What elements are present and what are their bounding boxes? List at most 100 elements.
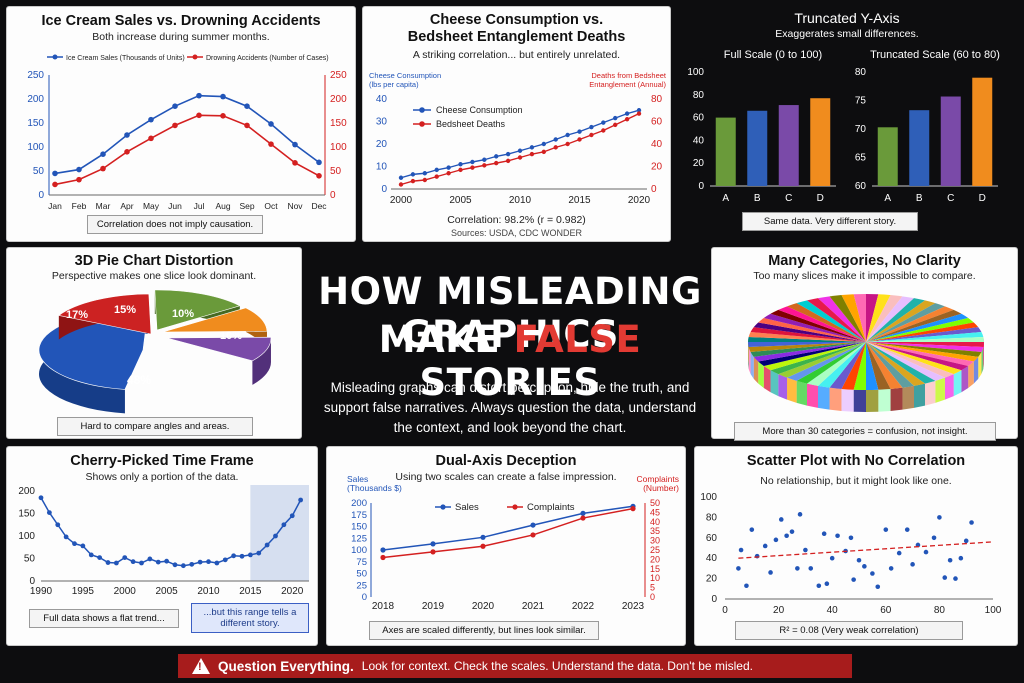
cheese-point: [553, 137, 558, 142]
icecream-point: [124, 149, 130, 155]
many-slice-side: [925, 380, 936, 406]
many-slice: [778, 306, 866, 342]
truncated-full-ytick-label: 60: [693, 113, 705, 124]
scatter-point: [937, 515, 942, 520]
many-slice-side: [841, 388, 854, 412]
pie3d-subtitle: Perspective makes one slice look dominan…: [51, 270, 257, 282]
cheese-y2label: Deaths from Bedsheet: [591, 71, 667, 80]
scatter-point: [931, 535, 937, 541]
dual-xtick-label: 2020: [472, 601, 495, 609]
dual-title: Dual-Axis Deception: [435, 453, 577, 469]
many-slice-side: [981, 347, 984, 374]
dual-chart: Sales(Thousands $)Complaints(Number)0255…: [347, 474, 679, 609]
many-slice: [866, 322, 979, 342]
truncated-cut-ytick-label: 70: [855, 124, 867, 135]
cheese-legend-marker: [419, 121, 425, 127]
scatter-point: [904, 527, 910, 532]
cherry-xtick-label: 1990: [30, 586, 53, 596]
cheese-point: [541, 149, 546, 155]
many-slice: [763, 342, 866, 371]
dual-xtick-label: 2022: [572, 601, 595, 609]
cheese-point: [589, 124, 594, 130]
pie3d-slice-label: 10%: [220, 330, 242, 342]
scatter-point: [953, 576, 958, 581]
cheese-point: [410, 178, 416, 184]
many-slice: [866, 294, 879, 342]
many-slice: [866, 342, 925, 386]
cherry-point: [289, 513, 295, 519]
many-slice: [866, 327, 982, 342]
scatter-title: Scatter Plot with No Correlation: [746, 453, 966, 469]
dual-point: [380, 554, 386, 561]
icecream-point: [52, 170, 58, 177]
cherry-subtitle: Shows only a portion of the data.: [85, 471, 239, 483]
footer-text: Look for context. Check the scales. Unde…: [361, 659, 753, 673]
cherry-point: [214, 560, 220, 566]
icecream-xtick-label: Mar: [96, 201, 111, 211]
scatter-point: [784, 533, 789, 539]
many-slice: [770, 342, 866, 375]
cherry-xtick-label: 2015: [239, 586, 262, 596]
cheese-point: [613, 122, 618, 128]
many-slice: [796, 342, 866, 384]
icecream-point: [148, 135, 154, 142]
many-slice-side: [853, 389, 866, 412]
truncated-cut-ytick-label: 60: [855, 181, 867, 192]
dual-ytick-label: 0: [362, 592, 367, 603]
cheese-ylabel-unit: (lbs per capita): [369, 80, 419, 89]
cherry-point: [180, 563, 186, 569]
many-slice: [763, 313, 866, 342]
dual-y2tick-label: 40: [650, 517, 660, 527]
scatter-point: [789, 529, 795, 534]
dual-point: [480, 543, 486, 549]
cheese-point: [577, 129, 582, 134]
many-slice: [748, 332, 866, 342]
cheese-point: [458, 162, 463, 167]
cheese-ytick-label: 20: [376, 139, 388, 150]
many-slice-side: [944, 374, 954, 400]
many-slice: [748, 342, 866, 352]
cherry-point: [46, 510, 52, 515]
cherry-point: [122, 555, 128, 560]
many-slice-side: [748, 347, 751, 374]
scatter-point: [947, 557, 953, 563]
dual-y2tick-label: 30: [650, 536, 660, 546]
cheese-point: [541, 141, 546, 147]
scatter-point: [969, 520, 974, 525]
dual-point: [630, 506, 636, 512]
many-slice: [866, 342, 982, 357]
many-slice: [866, 342, 954, 378]
truncated-full-bar: [810, 98, 831, 186]
scatter-point: [848, 535, 854, 541]
cheese-y2tick-label: 60: [651, 117, 663, 128]
dual-point: [480, 534, 486, 540]
panel-many: Many Categories, No Clarity Too many sli…: [711, 247, 1018, 441]
dual-y2label: Complaints: [636, 474, 679, 484]
cherry-xtick-label: 1995: [72, 586, 95, 596]
scatter-point: [942, 575, 948, 580]
cheese-ytick-label: 40: [376, 94, 388, 105]
pie3d-slice-label: 48%: [127, 373, 151, 387]
many-slice: [866, 309, 962, 342]
many-slice: [866, 342, 879, 390]
many-slice-side: [866, 389, 879, 412]
dual-point: [380, 547, 386, 553]
dual-y2tick-label: 10: [650, 573, 660, 583]
cherry-point: [97, 555, 103, 560]
pie3d-slice: [166, 336, 272, 362]
many-subtitle: Too many slices make it impossible to co…: [753, 270, 976, 282]
truncated-full-ytick-label: 0: [698, 181, 704, 192]
scatter-point: [808, 566, 814, 571]
dual-ytick-label: 125: [351, 533, 367, 544]
pie3d-slice-label: 10%: [172, 308, 194, 320]
cheese-title-line2: Bedsheet Entanglement Deaths: [407, 29, 626, 45]
pie3d-slice: [154, 289, 241, 331]
pie3d-note: Hard to compare angles and areas.: [57, 417, 253, 436]
many-slice: [818, 296, 866, 342]
truncated-full-xtick-label: C: [785, 193, 792, 204]
icecream-point: [148, 116, 154, 123]
dual-ytick-label: 25: [356, 580, 367, 591]
icecream-legend-label: Drowning Accidents (Number of Cases): [206, 55, 329, 62]
icecream-point: [292, 141, 298, 148]
icecream-point: [76, 166, 82, 173]
